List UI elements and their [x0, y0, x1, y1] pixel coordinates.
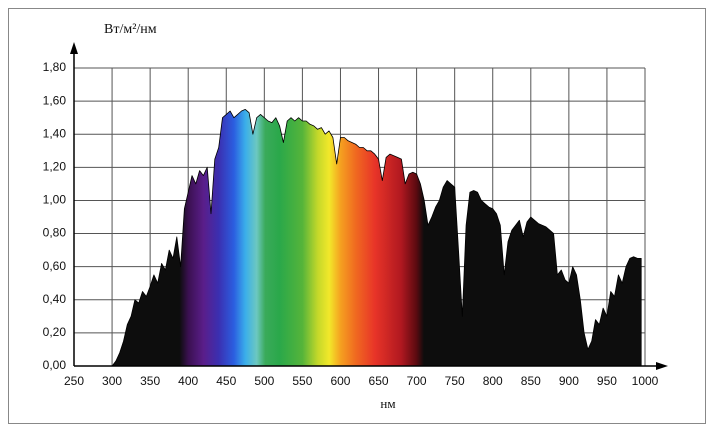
y-tick-label: 1,80 [43, 60, 67, 74]
x-tick-label: 850 [521, 374, 541, 388]
y-axis-label: Вт/м²/нм [104, 22, 157, 37]
x-tick-label: 500 [254, 374, 274, 388]
x-tick-label: 300 [102, 374, 122, 388]
x-tick-label: 350 [140, 374, 160, 388]
y-tick-label: 0,80 [43, 226, 67, 240]
x-tick-label: 400 [178, 374, 198, 388]
x-tick-label: 800 [483, 374, 503, 388]
frame [8, 8, 706, 424]
x-tick-label: 250 [64, 374, 84, 388]
y-tick-label: 1,60 [43, 93, 67, 107]
y-tick-label: 1,20 [43, 160, 67, 174]
x-tick-label: 650 [369, 374, 389, 388]
x-tick-label: 600 [330, 374, 350, 388]
x-tick-label: 900 [559, 374, 579, 388]
y-tick-label: 0,60 [43, 259, 67, 273]
x-tick-label: 950 [597, 374, 617, 388]
x-tick-label: 550 [292, 374, 312, 388]
x-tick-label: 700 [407, 374, 427, 388]
x-tick-label: 750 [445, 374, 465, 388]
x-tick-label: 1000 [632, 374, 659, 388]
x-tick-label: 450 [216, 374, 236, 388]
y-tick-label: 1,00 [43, 193, 67, 207]
spectrum-area [111, 109, 642, 367]
x-axis-arrow [656, 362, 668, 370]
y-tick-label: 1,40 [43, 126, 67, 140]
y-tick-label: 0,40 [43, 292, 67, 306]
y-tick-label: 0,20 [43, 325, 67, 339]
y-axis-arrow [70, 42, 78, 54]
y-tick-label: 0,00 [43, 358, 67, 372]
plot [111, 109, 642, 367]
x-axis-label: нм [380, 396, 395, 411]
